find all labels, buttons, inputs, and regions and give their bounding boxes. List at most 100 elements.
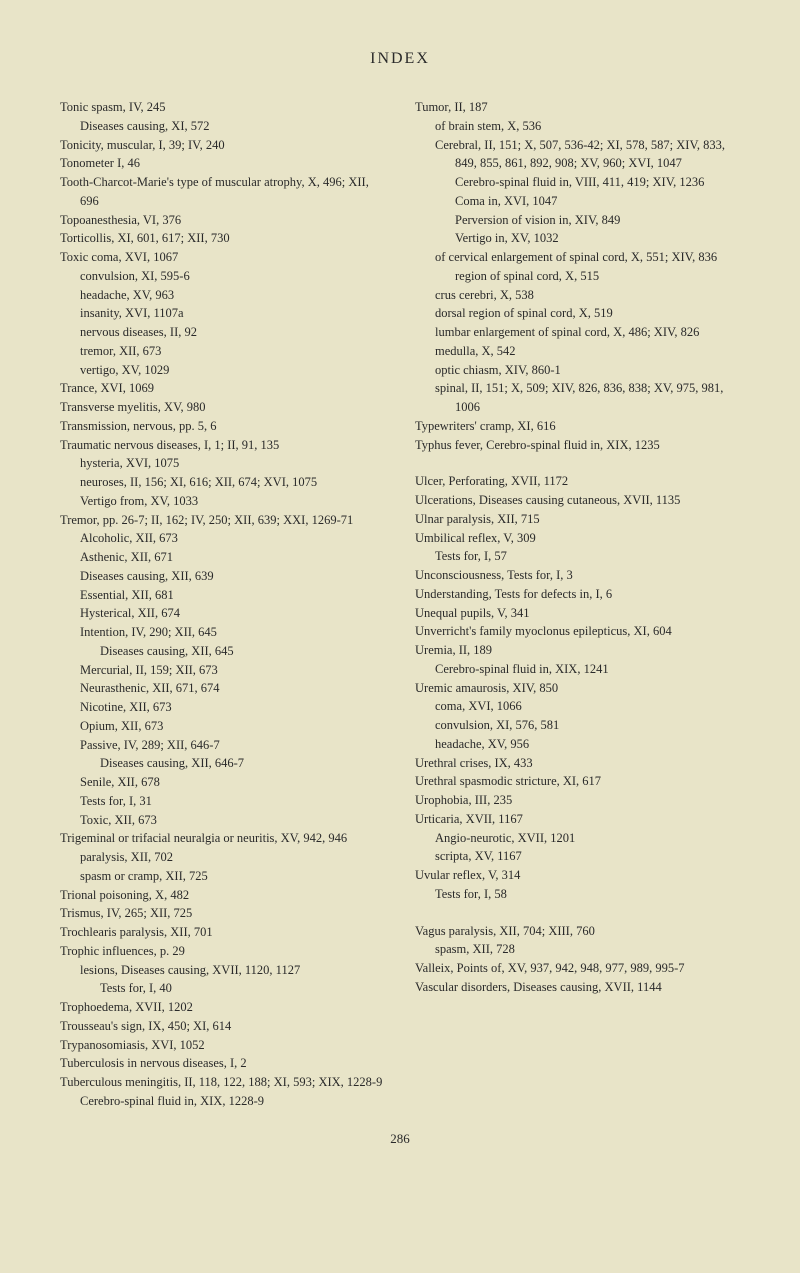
index-entry: Transverse myelitis, XV, 980 xyxy=(60,398,385,417)
index-entry: Intention, IV, 290; XII, 645 xyxy=(60,623,385,642)
index-entry: Tumor, II, 187 xyxy=(415,98,740,117)
section-gap xyxy=(415,454,740,472)
index-columns: Tonic spasm, IV, 245Diseases causing, XI… xyxy=(60,98,740,1111)
index-entry: Urticaria, XVII, 1167 xyxy=(415,810,740,829)
index-entry: Trismus, IV, 265; XII, 725 xyxy=(60,904,385,923)
index-entry: Unequal pupils, V, 341 xyxy=(415,604,740,623)
index-entry: Senile, XII, 678 xyxy=(60,773,385,792)
index-entry: Alcoholic, XII, 673 xyxy=(60,529,385,548)
index-entry: Transmission, nervous, pp. 5, 6 xyxy=(60,417,385,436)
index-entry: Passive, IV, 289; XII, 646-7 xyxy=(60,736,385,755)
index-entry: Mercurial, II, 159; XII, 673 xyxy=(60,661,385,680)
index-entry: Trousseau's sign, IX, 450; XI, 614 xyxy=(60,1017,385,1036)
left-column: Tonic spasm, IV, 245Diseases causing, XI… xyxy=(60,98,385,1111)
index-entry: hysteria, XVI, 1075 xyxy=(60,454,385,473)
index-entry: Diseases causing, XII, 646-7 xyxy=(60,754,385,773)
index-entry: Umbilical reflex, V, 309 xyxy=(415,529,740,548)
index-entry: Urethral crises, IX, 433 xyxy=(415,754,740,773)
index-entry: Tuberculous meningitis, II, 118, 122, 18… xyxy=(60,1073,385,1092)
index-entry: Cerebro-spinal fluid in, XIX, 1228-9 xyxy=(60,1092,385,1111)
index-entry: of cervical enlargement of spinal cord, … xyxy=(415,248,740,267)
index-entry: tremor, XII, 673 xyxy=(60,342,385,361)
index-entry: spasm or cramp, XII, 725 xyxy=(60,867,385,886)
index-entry: Ulnar paralysis, XII, 715 xyxy=(415,510,740,529)
index-entry: Cerebro-spinal fluid in, XIX, 1241 xyxy=(415,660,740,679)
index-entry: Trional poisoning, X, 482 xyxy=(60,886,385,905)
index-entry: Perversion of vision in, XIV, 849 xyxy=(415,211,740,230)
index-entry: Tonic spasm, IV, 245 xyxy=(60,98,385,117)
index-entry: spinal, II, 151; X, 509; XIV, 826, 836, … xyxy=(415,379,740,417)
page-title: INDEX xyxy=(60,50,740,68)
index-entry: coma, XVI, 1066 xyxy=(415,697,740,716)
index-entry: Torticollis, XI, 601, 617; XII, 730 xyxy=(60,229,385,248)
index-entry: paralysis, XII, 702 xyxy=(60,848,385,867)
index-entry: Vertigo in, XV, 1032 xyxy=(415,229,740,248)
index-entry: Trochlearis paralysis, XII, 701 xyxy=(60,923,385,942)
index-entry: Toxic coma, XVI, 1067 xyxy=(60,248,385,267)
index-entry: Diseases causing, XII, 639 xyxy=(60,567,385,586)
section-gap xyxy=(415,904,740,922)
index-entry: Unconsciousness, Tests for, I, 3 xyxy=(415,566,740,585)
index-entry: Ulcer, Perforating, XVII, 1172 xyxy=(415,472,740,491)
index-entry: Diseases causing, XII, 645 xyxy=(60,642,385,661)
index-entry: Valleix, Points of, XV, 937, 942, 948, 9… xyxy=(415,959,740,978)
index-entry: Diseases causing, XI, 572 xyxy=(60,117,385,136)
index-entry: Trophoedema, XVII, 1202 xyxy=(60,998,385,1017)
index-entry: Understanding, Tests for defects in, I, … xyxy=(415,585,740,604)
page-number: 286 xyxy=(60,1131,740,1147)
index-entry: headache, XV, 963 xyxy=(60,286,385,305)
index-entry: Urethral spasmodic stricture, XI, 617 xyxy=(415,772,740,791)
index-entry: Tuberculosis in nervous diseases, I, 2 xyxy=(60,1054,385,1073)
index-entry: insanity, XVI, 1107a xyxy=(60,304,385,323)
index-entry: Trophic influences, p. 29 xyxy=(60,942,385,961)
index-entry: Typewriters' cramp, XI, 616 xyxy=(415,417,740,436)
index-entry: Essential, XII, 681 xyxy=(60,586,385,605)
index-entry: dorsal region of spinal cord, X, 519 xyxy=(415,304,740,323)
index-entry: spasm, XII, 728 xyxy=(415,940,740,959)
index-entry: Uremic amaurosis, XIV, 850 xyxy=(415,679,740,698)
index-entry: Coma in, XVI, 1047 xyxy=(415,192,740,211)
index-entry: lesions, Diseases causing, XVII, 1120, 1… xyxy=(60,961,385,980)
index-entry: Tremor, pp. 26-7; II, 162; IV, 250; XII,… xyxy=(60,511,385,530)
index-entry: Typhus fever, Cerebro-spinal fluid in, X… xyxy=(415,436,740,455)
index-entry: Tonometer I, 46 xyxy=(60,154,385,173)
index-entry: scripta, XV, 1167 xyxy=(415,847,740,866)
index-entry: Ulcerations, Diseases causing cutaneous,… xyxy=(415,491,740,510)
index-entry: Asthenic, XII, 671 xyxy=(60,548,385,567)
index-entry: Tooth-Charcot-Marie's type of muscular a… xyxy=(60,173,385,211)
index-entry: Topoanesthesia, VI, 376 xyxy=(60,211,385,230)
index-entry: neuroses, II, 156; XI, 616; XII, 674; XV… xyxy=(60,473,385,492)
index-entry: Tests for, I, 40 xyxy=(60,979,385,998)
index-entry: Tonicity, muscular, I, 39; IV, 240 xyxy=(60,136,385,155)
index-entry: Trypanosomiasis, XVI, 1052 xyxy=(60,1036,385,1055)
index-entry: Vascular disorders, Diseases causing, XV… xyxy=(415,978,740,997)
index-entry: Vertigo from, XV, 1033 xyxy=(60,492,385,511)
index-entry: crus cerebri, X, 538 xyxy=(415,286,740,305)
index-entry: Uremia, II, 189 xyxy=(415,641,740,660)
index-entry: Vagus paralysis, XII, 704; XIII, 760 xyxy=(415,922,740,941)
index-entry: Neurasthenic, XII, 671, 674 xyxy=(60,679,385,698)
right-column: Tumor, II, 187of brain stem, X, 536Cereb… xyxy=(415,98,740,1111)
index-entry: Trigeminal or trifacial neuralgia or neu… xyxy=(60,829,385,848)
index-entry: Cerebral, II, 151; X, 507, 536-42; XI, 5… xyxy=(415,136,740,174)
index-entry: Trance, XVI, 1069 xyxy=(60,379,385,398)
index-entry: optic chiasm, XIV, 860-1 xyxy=(415,361,740,380)
index-entry: nervous diseases, II, 92 xyxy=(60,323,385,342)
index-entry: Hysterical, XII, 674 xyxy=(60,604,385,623)
index-entry: Opium, XII, 673 xyxy=(60,717,385,736)
index-entry: medulla, X, 542 xyxy=(415,342,740,361)
index-entry: lumbar enlargement of spinal cord, X, 48… xyxy=(415,323,740,342)
index-entry: of brain stem, X, 536 xyxy=(415,117,740,136)
index-entry: Traumatic nervous diseases, I, 1; II, 91… xyxy=(60,436,385,455)
index-entry: headache, XV, 956 xyxy=(415,735,740,754)
index-entry: convulsion, XI, 576, 581 xyxy=(415,716,740,735)
index-entry: region of spinal cord, X, 515 xyxy=(415,267,740,286)
index-entry: vertigo, XV, 1029 xyxy=(60,361,385,380)
index-entry: convulsion, XI, 595-6 xyxy=(60,267,385,286)
index-entry: Urophobia, III, 235 xyxy=(415,791,740,810)
index-entry: Tests for, I, 57 xyxy=(415,547,740,566)
index-entry: Tests for, I, 58 xyxy=(415,885,740,904)
index-entry: Uvular reflex, V, 314 xyxy=(415,866,740,885)
index-entry: Tests for, I, 31 xyxy=(60,792,385,811)
index-entry: Toxic, XII, 673 xyxy=(60,811,385,830)
